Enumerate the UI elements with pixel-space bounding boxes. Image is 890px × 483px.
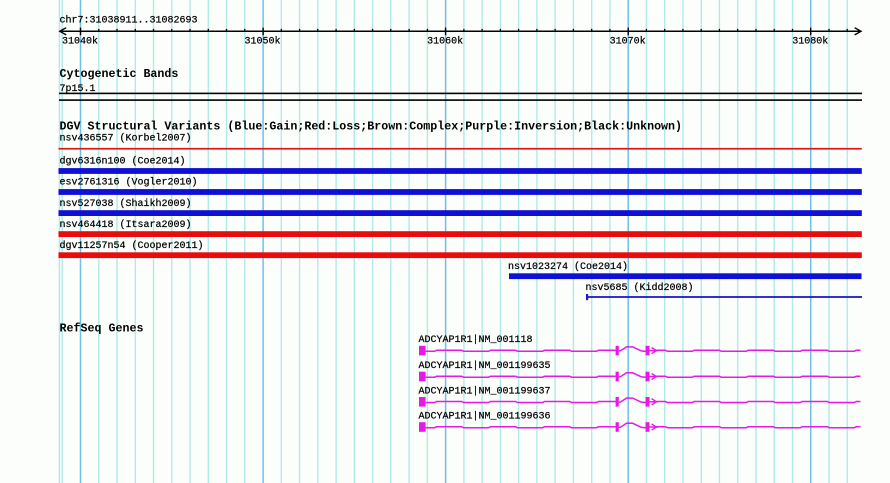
svg-text:chr7:31038911..31082693: chr7:31038911..31082693 bbox=[60, 15, 198, 27]
svg-text:esv2761316 (Vogler2010): esv2761316 (Vogler2010) bbox=[60, 177, 198, 189]
svg-text:DGV Structural Variants (Blue:: DGV Structural Variants (Blue:Gain;Red:L… bbox=[60, 120, 683, 134]
svg-text:nsv1023274 (Coe2014): nsv1023274 (Coe2014) bbox=[508, 261, 628, 273]
svg-text:Cytogenetic Bands: Cytogenetic Bands bbox=[60, 67, 179, 81]
svg-text:31060k: 31060k bbox=[427, 35, 463, 47]
svg-text:dgv6316n100 (Coe2014): dgv6316n100 (Coe2014) bbox=[60, 156, 186, 168]
svg-text:nsv436557 (Korbel2007): nsv436557 (Korbel2007) bbox=[60, 133, 192, 145]
svg-text:7p15.1: 7p15.1 bbox=[60, 84, 96, 95]
svg-text:ADCYAP1R1|NM_001199636: ADCYAP1R1|NM_001199636 bbox=[419, 411, 551, 423]
svg-text:31040k: 31040k bbox=[62, 35, 98, 47]
svg-text:31080k: 31080k bbox=[792, 35, 828, 47]
svg-text:nsv5685 (Kidd2008): nsv5685 (Kidd2008) bbox=[586, 282, 694, 294]
svg-text:ADCYAP1R1|NM_001199635: ADCYAP1R1|NM_001199635 bbox=[419, 360, 551, 372]
svg-text:ADCYAP1R1|NM_001199637: ADCYAP1R1|NM_001199637 bbox=[419, 385, 551, 397]
svg-text:RefSeq Genes: RefSeq Genes bbox=[60, 322, 144, 336]
svg-text:dgv11257n54 (Cooper2011): dgv11257n54 (Cooper2011) bbox=[60, 240, 204, 252]
svg-text:31050k: 31050k bbox=[245, 35, 281, 47]
svg-text:nsv527038 (Shaikh2009): nsv527038 (Shaikh2009) bbox=[60, 198, 192, 210]
svg-text:ADCYAP1R1|NM_001118: ADCYAP1R1|NM_001118 bbox=[419, 334, 533, 346]
svg-text:31070k: 31070k bbox=[610, 35, 646, 47]
svg-text:nsv464418 (Itsara2009): nsv464418 (Itsara2009) bbox=[60, 219, 192, 231]
